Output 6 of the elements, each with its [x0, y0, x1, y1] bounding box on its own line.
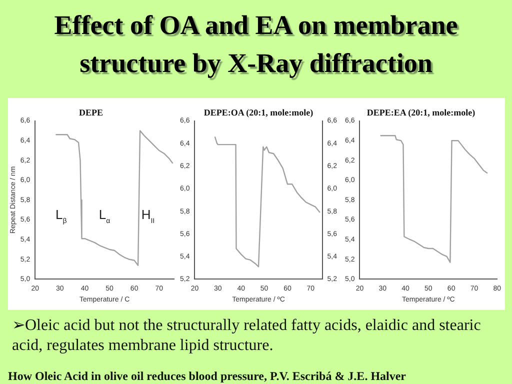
text: How Oleic Acid in olive oil reduces blood pressure, P.V. Escribá & J.E. Halver	[8, 369, 408, 384]
chart-subtitle: DEPE	[78, 108, 104, 118]
text: Effect of OA and EA on membrane structure by X-Ray diffraction	[53, 9, 459, 80]
chart-title: DEPE:OA (20:1, mole:mole)	[204, 108, 314, 118]
chart-title: DEPE:EA (20:1, mole:mole)	[366, 108, 476, 118]
text: ➢Oleic acid but not the structurally related fatty acids, elaidic and stearic acid, regulates membrane lipid structure.	[12, 316, 482, 356]
